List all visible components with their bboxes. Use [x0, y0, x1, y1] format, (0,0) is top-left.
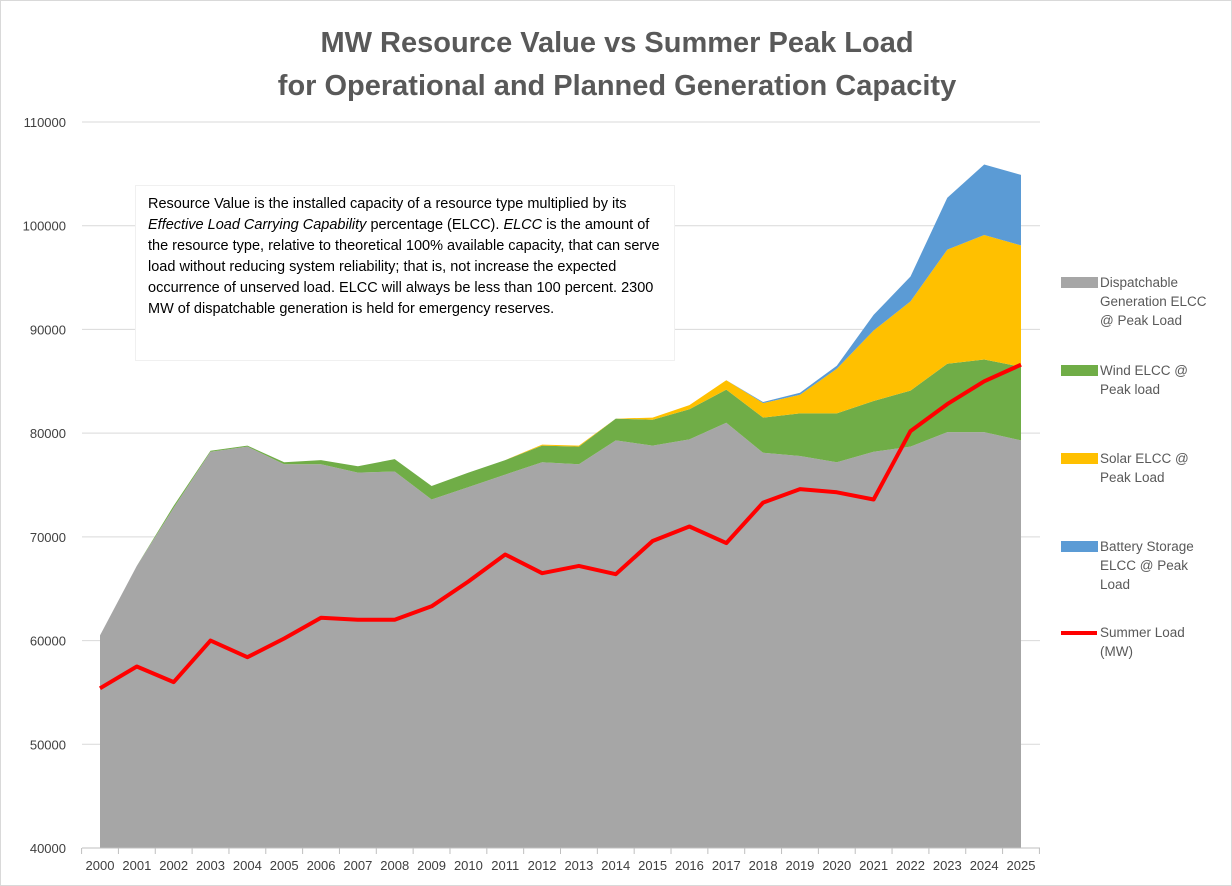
y-tick-label-5: 90000: [30, 322, 66, 337]
x-tick-label-17: 2017: [712, 858, 741, 873]
legend: Dispatchable Generation ELCC @ Peak Load Wi…: [1061, 275, 1207, 659]
legend-swatch-2: [1061, 453, 1098, 464]
x-tick-label-13: 2013: [564, 858, 593, 873]
x-tick-label-6: 2006: [307, 858, 336, 873]
x-tick-label-25: 2025: [1007, 858, 1036, 873]
x-tick-label-22: 2022: [896, 858, 925, 873]
legend-label-0: Dispatchable Generation ELCC @ Peak Load: [1100, 275, 1207, 328]
annotation-emphasis-1: Effective Load Carrying Capability: [148, 217, 367, 233]
y-tick-label-0: 40000: [30, 841, 66, 856]
y-tick-label-3: 70000: [30, 530, 66, 545]
y-tick-label-6: 100000: [23, 219, 66, 234]
x-tick-label-8: 2008: [380, 858, 409, 873]
x-tick-label-20: 2020: [822, 858, 851, 873]
y-tick-label-2: 60000: [30, 634, 66, 649]
summer-load-line: [98, 362, 1022, 691]
x-tick-label-4: 2004: [233, 858, 262, 873]
annotation-text-3: is the amount of the resource type, rela…: [148, 217, 660, 317]
x-tick-label-18: 2018: [749, 858, 778, 873]
x-tick-label-16: 2016: [675, 858, 704, 873]
legend-label-1: Wind ELCC @ Peak load: [1100, 363, 1188, 397]
legend-label-2: Solar ELCC @ Peak Load: [1100, 451, 1189, 485]
x-tick-label-1: 2001: [122, 858, 151, 873]
x-tick-label-19: 2019: [785, 858, 814, 873]
x-tick-label-24: 2024: [970, 858, 999, 873]
x-tick-label-23: 2023: [933, 858, 962, 873]
x-tick-label-10: 2010: [454, 858, 483, 873]
y-tick-label-1: 50000: [30, 737, 66, 752]
legend-label-3: Battery Storage ELCC @ Peak Load: [1100, 539, 1194, 592]
x-tick-label-5: 2005: [270, 858, 299, 873]
annotation-text-2: percentage (ELCC).: [366, 217, 504, 233]
chart-subtitle: for Operational and Planned Generation C…: [278, 70, 956, 102]
x-tick-label-14: 2014: [601, 858, 630, 873]
x-tick-label-3: 2003: [196, 858, 225, 873]
legend-swatch-0: [1061, 277, 1098, 288]
legend-label-4: Summer Load (MW): [1100, 625, 1185, 659]
load-line: [98, 362, 1022, 691]
legend-swatch-3: [1061, 541, 1098, 552]
annotation-box: Resource Value is the installed capacity…: [135, 185, 675, 361]
y-tick-label-7: 110000: [24, 115, 66, 130]
x-tick-label-2: 2002: [159, 858, 188, 873]
x-tick-label-11: 2011: [491, 858, 519, 873]
x-tick-label-9: 2009: [417, 858, 446, 873]
x-tick-label-21: 2021: [859, 858, 888, 873]
annotation-emphasis-2: ELCC: [503, 217, 543, 233]
chart-title: MW Resource Value vs Summer Peak Load: [320, 27, 913, 59]
x-tick-label-15: 2015: [638, 858, 667, 873]
x-tick-label-7: 2007: [343, 858, 372, 873]
area-series-1: [100, 359, 1021, 636]
y-tick-label-4: 80000: [30, 426, 66, 441]
x-tick-label-0: 2000: [86, 858, 115, 873]
annotation-text-1: Resource Value is the installed capacity…: [148, 196, 627, 212]
stacked-areas: [100, 164, 1021, 848]
axes: 40000 50000 60000 70000 80000 90000 100000 1100…: [23, 115, 1040, 873]
legend-swatch-1: [1061, 365, 1098, 376]
x-tick-label-12: 2012: [528, 858, 557, 873]
area-series-0: [100, 422, 1021, 848]
